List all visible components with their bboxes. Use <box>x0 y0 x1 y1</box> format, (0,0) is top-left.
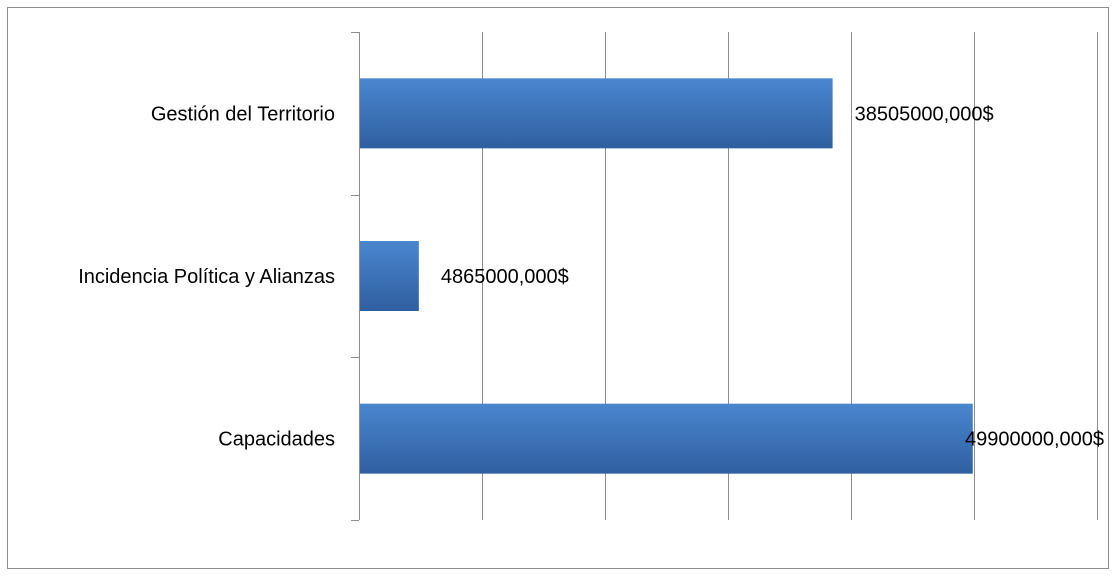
category-label: Capacidades <box>218 429 335 451</box>
category-axis <box>351 32 360 521</box>
value-label: 49900000,000$ <box>965 429 1104 451</box>
bar <box>360 78 833 149</box>
bar <box>360 403 973 474</box>
category-label: Incidencia Política y Alianzas <box>78 266 335 288</box>
labels: Gestión del Territorio 38505000,000$ Incid… <box>78 103 1104 450</box>
bar <box>360 241 419 311</box>
bars <box>360 78 973 474</box>
value-label: 4865000,000$ <box>441 266 569 288</box>
category-label: Gestión del Territorio <box>151 103 335 125</box>
value-label: 38505000,000$ <box>855 103 994 125</box>
